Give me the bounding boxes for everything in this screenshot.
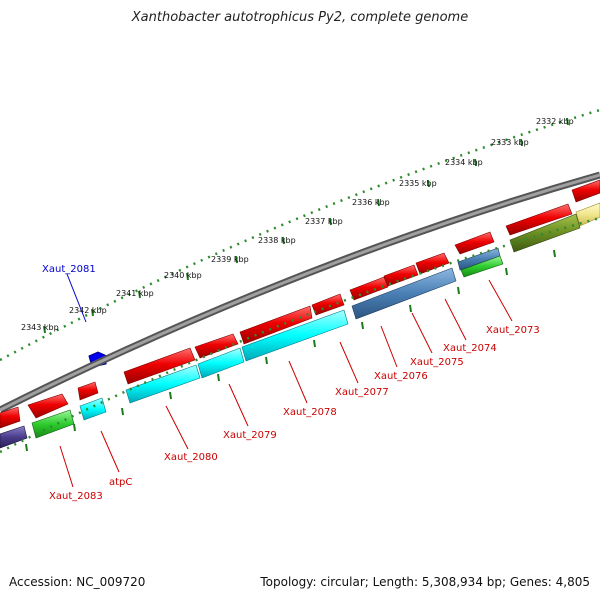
coordinate-ruler: 2332 kbp 2333 kbp 2334 kbp 2335 kbp 2336…: [0, 108, 600, 362]
ruler-label: 2343 kbp: [21, 323, 59, 332]
ruler-label: 2337 kbp: [305, 217, 343, 226]
ruler-major-ticks: [43, 117, 569, 334]
cog-track: [0, 202, 600, 449]
gene-arrow[interactable]: [123, 347, 196, 385]
gene-arrow[interactable]: [194, 333, 239, 359]
gene-arrow[interactable]: [27, 393, 69, 419]
accession-text: Accession: NC_009720: [9, 575, 146, 589]
genome-stats-text: Topology: circular; Length: 5,308,934 bp…: [260, 575, 590, 589]
gene-label-xaut2078[interactable]: Xaut_2078: [283, 407, 337, 418]
gene-block[interactable]: [0, 425, 28, 449]
ruler-label: 2341 kbp: [116, 289, 154, 298]
gene-label-xaut2077[interactable]: Xaut_2077: [335, 387, 389, 398]
gene-block[interactable]: [125, 364, 201, 404]
gene-label-xaut2074[interactable]: Xaut_2074: [443, 343, 497, 354]
ruler-label: 2332 kbp: [536, 117, 574, 126]
ruler-label: 2342 kbp: [69, 306, 107, 315]
gene-block[interactable]: [575, 202, 600, 227]
label-leader: [66, 273, 87, 323]
gene-arrow[interactable]: [415, 252, 450, 275]
gene-block[interactable]: [241, 309, 349, 362]
ruler-label: 2335 kbp: [399, 179, 437, 188]
gene-arrow[interactable]: [239, 305, 313, 345]
gene-arrow[interactable]: [77, 381, 99, 401]
feature-xaut2081[interactable]: [66, 273, 108, 368]
gene-label-xaut2081[interactable]: Xaut_2081: [42, 264, 96, 275]
ruler-label: 2334 kbp: [445, 158, 483, 167]
gene-block[interactable]: [509, 213, 581, 253]
gene-arrow[interactable]: [383, 264, 419, 287]
gene-label-xaut2076[interactable]: Xaut_2076: [374, 371, 428, 382]
gene-arrow[interactable]: [454, 231, 495, 255]
gene-block[interactable]: [351, 267, 457, 320]
gene-label-xaut2073[interactable]: Xaut_2073: [486, 325, 540, 336]
gene-arrow[interactable]: [0, 406, 21, 429]
gene-arrow[interactable]: [571, 179, 600, 203]
gene-block[interactable]: [460, 255, 504, 278]
gene-label-xaut2075[interactable]: Xaut_2075: [410, 357, 464, 368]
gene-block[interactable]: [197, 347, 245, 379]
gene-label-xaut2083[interactable]: Xaut_2083: [49, 491, 103, 502]
ruler-label: 2339 kbp: [211, 255, 249, 264]
ruler-label: 2338 kbp: [258, 236, 296, 245]
ruler-label: 2340 kbp: [164, 271, 202, 280]
gene-label-xaut2079[interactable]: Xaut_2079: [223, 430, 277, 441]
gene-label-xaut2080[interactable]: Xaut_2080: [164, 452, 218, 463]
gene-label-atpc[interactable]: atpC: [109, 477, 132, 488]
leader-lines: [59, 279, 513, 488]
gene-arrow[interactable]: [505, 203, 573, 236]
gene-block[interactable]: [79, 397, 107, 421]
page-title: Xanthobacter autotrophicus Py2, complete…: [131, 10, 469, 25]
inner-tick-ring: [0, 216, 600, 454]
ruler-label: 2336 kbp: [352, 198, 390, 207]
backbone: [0, 171, 600, 414]
ruler-label: 2333 kbp: [491, 138, 529, 147]
forward-cds-track: [0, 179, 600, 429]
